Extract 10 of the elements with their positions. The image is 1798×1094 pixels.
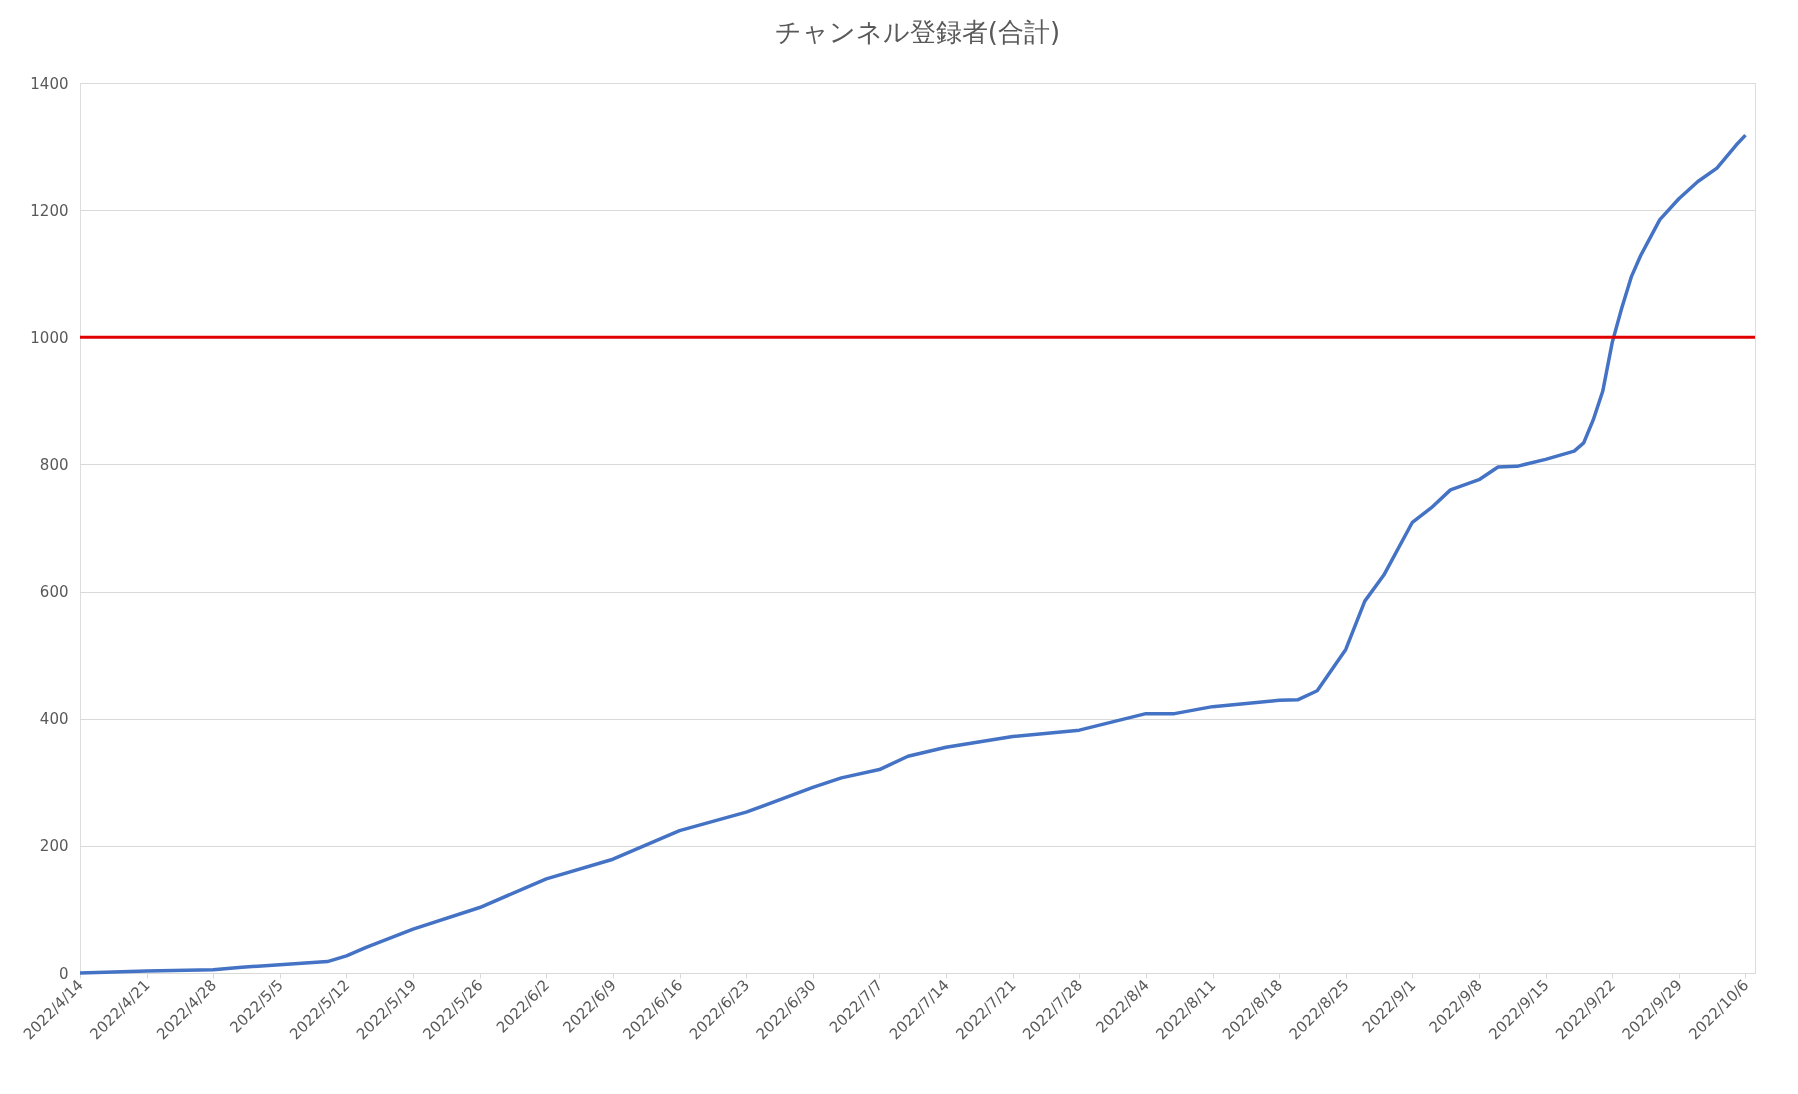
- y-tick-label: 600: [39, 583, 69, 602]
- y-tick-label: 800: [39, 455, 69, 474]
- y-tick-label: 1400: [30, 74, 69, 93]
- y-tick-label: 1000: [30, 328, 69, 347]
- chart-title: チャンネル登録者(合計): [774, 17, 1061, 47]
- y-tick-label: 1200: [30, 201, 69, 220]
- y-tick-label: 400: [39, 710, 69, 729]
- y-tick-label: 0: [58, 964, 69, 983]
- line-series: [78, 133, 1748, 975]
- y-tick-label: 200: [39, 837, 69, 856]
